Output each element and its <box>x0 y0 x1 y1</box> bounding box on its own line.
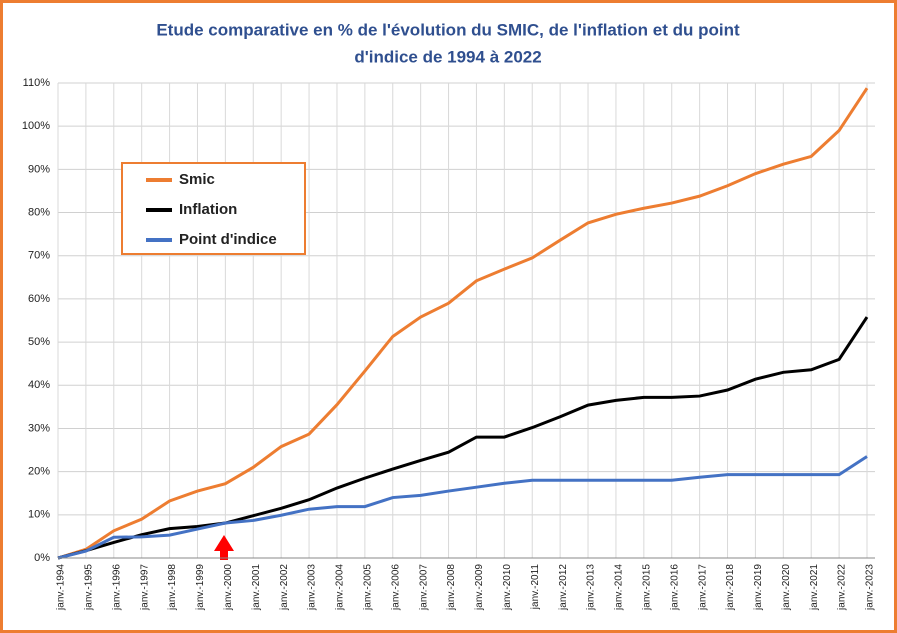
chart-title: d'indice de 1994 à 2022 <box>354 47 541 66</box>
x-tick-label: janv.-2018 <box>725 564 736 611</box>
x-tick-label: janv.-2016 <box>669 564 680 611</box>
y-tick-label: 20% <box>28 466 50 478</box>
x-tick-label: janv.-2001 <box>251 564 262 611</box>
y-tick-label: 50% <box>28 336 50 348</box>
x-tick-label: janv.-2020 <box>781 564 792 611</box>
x-tick-label: janv.-1998 <box>167 564 178 611</box>
y-tick-label: 10% <box>28 509 50 521</box>
y-tick-label: 40% <box>28 379 50 391</box>
x-tick-label: janv.-2007 <box>418 564 429 611</box>
x-tick-label: janv.-1997 <box>139 564 150 611</box>
y-tick-label: 90% <box>28 163 50 175</box>
x-tick-label: janv.-2010 <box>502 564 513 611</box>
series-line <box>57 316 869 560</box>
x-tick-label: janv.-2019 <box>753 564 764 611</box>
x-tick-label: janv.-2013 <box>586 564 597 611</box>
x-tick-label: janv.-1999 <box>195 564 206 611</box>
x-tick-label: janv.-2005 <box>363 564 374 611</box>
chart-title: Etude comparative en % de l'évolution du… <box>156 20 740 39</box>
x-tick-label: janv.-1996 <box>111 564 122 611</box>
arrow-annotation <box>214 535 234 560</box>
series-line <box>57 455 868 560</box>
legend-label: Inflation <box>179 201 237 218</box>
y-tick-label: 70% <box>28 250 50 262</box>
x-tick-label: janv.-2014 <box>614 564 625 611</box>
x-tick-label: janv.-1995 <box>84 564 95 611</box>
y-tick-label: 80% <box>28 206 50 218</box>
series-line <box>57 87 869 560</box>
x-tick-label: janv.-2017 <box>697 564 708 611</box>
x-tick-label: janv.-2011 <box>530 564 541 611</box>
x-tick-label: janv.-2021 <box>809 564 820 611</box>
y-tick-label: 60% <box>28 293 50 305</box>
x-tick-label: janv.-2008 <box>446 564 457 611</box>
x-tick-label: janv.-2022 <box>837 564 848 611</box>
x-tick-label: janv.-2023 <box>865 564 876 611</box>
y-tick-label: 0% <box>34 552 50 564</box>
x-tick-label: janv.-2006 <box>390 564 401 611</box>
x-tick-label: janv.-2015 <box>641 564 652 611</box>
y-tick-label: 100% <box>22 120 50 132</box>
x-tick-label: janv.-2004 <box>335 564 346 611</box>
y-tick-label: 110% <box>23 77 51 89</box>
y-tick-label: 30% <box>28 422 50 434</box>
x-tick-label: janv.-2002 <box>279 564 290 611</box>
x-tick-label: janv.-2012 <box>558 564 569 611</box>
legend-label: Smic <box>179 171 215 188</box>
x-tick-label: janv.-2000 <box>223 564 234 611</box>
legend-label: Point d'indice <box>179 231 277 248</box>
x-tick-label: janv.-1994 <box>56 564 67 611</box>
x-tick-label: janv.-2009 <box>474 564 485 611</box>
x-tick-label: janv.-2003 <box>307 564 318 611</box>
